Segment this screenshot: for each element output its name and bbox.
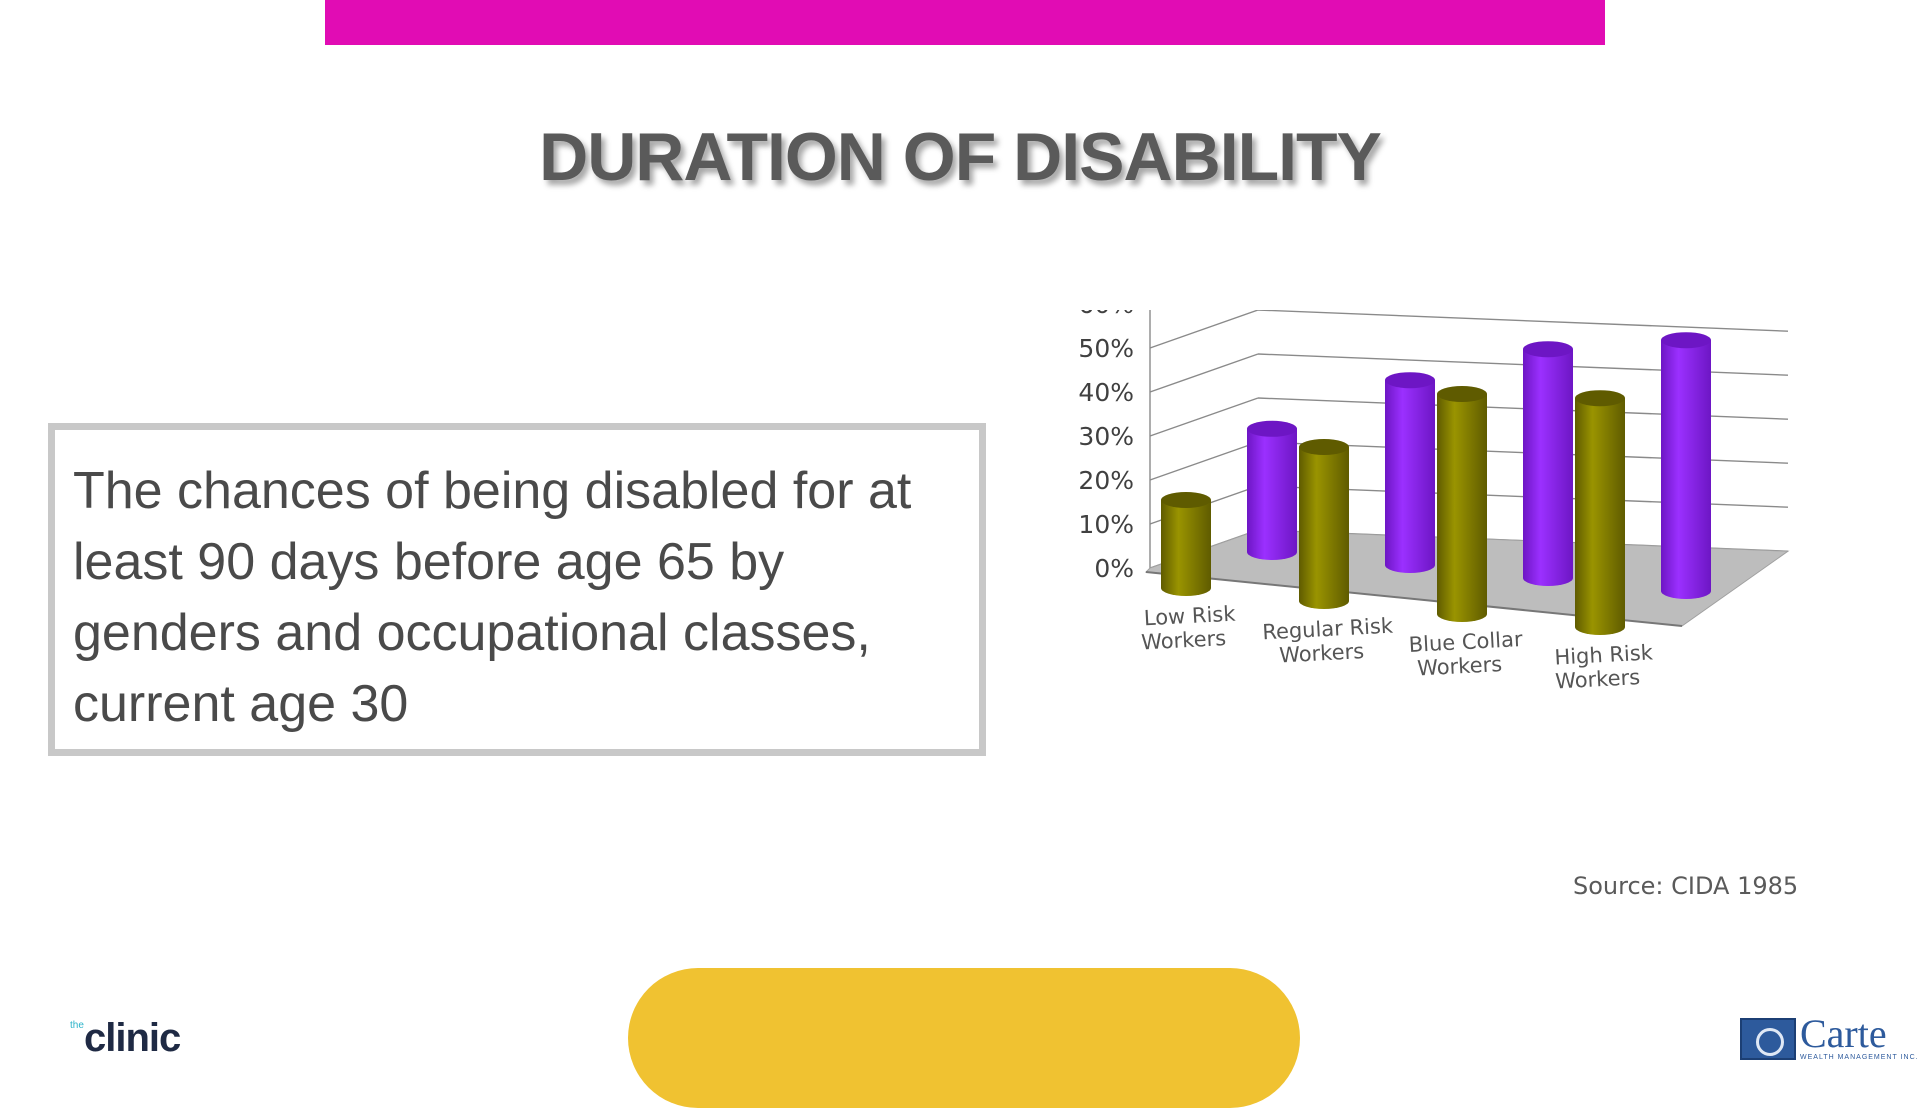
clinic-logo-word: clinic (84, 1016, 181, 1060)
bar-series1-4 (1575, 390, 1625, 635)
top-accent-bar (325, 0, 1605, 45)
bar-series2-4 (1661, 332, 1711, 599)
bar-series1-3 (1437, 386, 1487, 622)
y-tick-label: 30% (1078, 422, 1134, 451)
carte-logo: Carte WEALTH MANAGEMENT INC. (1740, 1011, 1920, 1066)
bar-series2-1 (1247, 420, 1297, 560)
bar-series2-2 (1385, 372, 1435, 573)
y-tick-label: 60% (1078, 310, 1134, 319)
x-category-label: Regular Risk (1262, 614, 1395, 645)
y-tick-label: 40% (1078, 378, 1134, 407)
clinic-logo-prefix: the (70, 1020, 84, 1031)
gridline-side (1149, 353, 1259, 393)
carte-logo-subtitle: WEALTH MANAGEMENT INC. (1800, 1054, 1919, 1061)
x-category-label: Workers (1279, 639, 1365, 667)
chart-svg: 0%10%20%30%40%50%60%Low RiskWorkersRegul… (1078, 265, 1790, 694)
description-text: The chances of being disabled for at lea… (73, 462, 912, 733)
bar-series1-1 (1161, 492, 1211, 596)
gridline (1257, 309, 1789, 332)
bar-series2-3 (1523, 341, 1573, 586)
gridline-side (1149, 309, 1259, 349)
carte-emblem-icon (1740, 1018, 1796, 1060)
y-tick-label: 50% (1078, 334, 1134, 363)
carte-logo-word: Carte (1800, 1011, 1887, 1056)
source-note: Source: CIDA 1985 (1573, 872, 1799, 900)
yellow-pill-shape (628, 968, 1300, 1108)
gridline-side (1149, 441, 1259, 481)
y-tick-label: 0% (1094, 554, 1134, 583)
gridline-side (1149, 397, 1259, 437)
y-tick-label: 10% (1078, 510, 1134, 539)
x-category-label: Blue Collar (1408, 627, 1523, 657)
x-category-label: High Risk (1554, 640, 1654, 669)
description-box: The chances of being disabled for at lea… (48, 423, 986, 756)
x-category-label: Workers (1555, 665, 1641, 693)
disability-chart: 0%10%20%30%40%50%60%Low RiskWorkersRegul… (1040, 265, 1840, 870)
x-category-label: Workers (1141, 626, 1227, 654)
y-tick-label: 20% (1078, 466, 1134, 495)
bar-series1-2 (1299, 439, 1349, 609)
x-category-label: Low Risk (1143, 602, 1237, 631)
x-category-label: Workers (1417, 652, 1503, 680)
slide-title: DURATION OF DISABILITY (539, 119, 1382, 195)
